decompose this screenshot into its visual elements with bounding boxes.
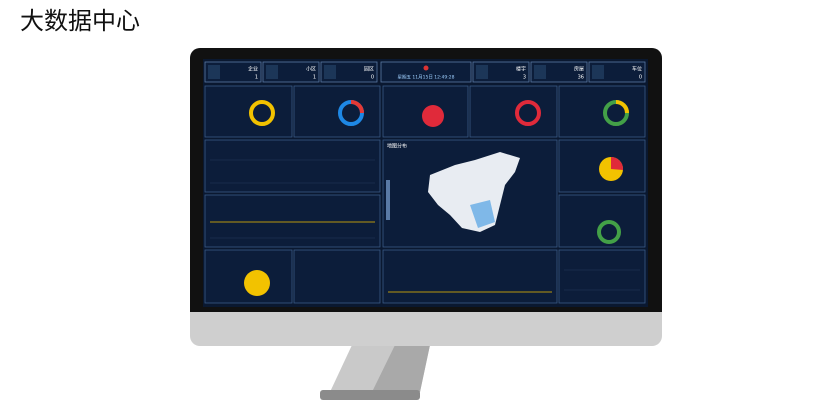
panel bbox=[293, 249, 381, 304]
donut-seg bbox=[615, 100, 629, 114]
pie-seg bbox=[611, 156, 624, 170]
stat-label: 楼宇 bbox=[516, 66, 526, 73]
stat-value: 1 bbox=[255, 75, 258, 81]
stats-right: 楼宇 3 房屋 36 车位 0 bbox=[472, 61, 646, 83]
stat-value: 3 bbox=[523, 75, 526, 81]
donut bbox=[249, 100, 275, 126]
pie bbox=[422, 105, 444, 127]
stat-value: 0 bbox=[639, 75, 642, 81]
date: 星期五 11月15日 12:49:28 bbox=[397, 75, 454, 81]
date-card bbox=[380, 61, 472, 83]
stat-icon bbox=[476, 65, 488, 79]
map-shape bbox=[428, 152, 520, 232]
panel bbox=[293, 85, 381, 138]
map-slider bbox=[386, 180, 390, 220]
stat-label: 房屋 bbox=[574, 66, 584, 73]
stand-shade bbox=[372, 345, 430, 392]
stat-icon bbox=[592, 65, 604, 79]
panel bbox=[469, 85, 558, 138]
map-highlight bbox=[470, 200, 495, 228]
stat-icon bbox=[534, 65, 546, 79]
stand-base bbox=[320, 390, 420, 400]
donut-seg bbox=[350, 100, 364, 114]
panel bbox=[558, 85, 646, 138]
donut bbox=[515, 100, 541, 126]
stat-value: 36 bbox=[578, 75, 584, 81]
stat-icon bbox=[324, 65, 336, 79]
stat-label: 园区 bbox=[364, 67, 374, 73]
stats-left: 企业 1 小区 1 园区 0 bbox=[204, 61, 378, 83]
stat-label: 小区 bbox=[306, 66, 316, 73]
panel bbox=[204, 139, 381, 193]
map-title: 地图分布 bbox=[387, 143, 407, 150]
panel bbox=[382, 249, 558, 304]
panel bbox=[558, 249, 646, 304]
stat-icon bbox=[208, 65, 220, 79]
stat-label: 企业 bbox=[248, 66, 258, 73]
pie bbox=[244, 270, 270, 296]
logo bbox=[423, 65, 429, 71]
panel bbox=[204, 85, 293, 138]
stat-icon bbox=[266, 65, 278, 79]
stat-label: 车位 bbox=[632, 66, 642, 73]
panel bbox=[204, 194, 381, 248]
donut bbox=[597, 220, 621, 244]
stat-value: 1 bbox=[313, 75, 316, 81]
stat-value: 0 bbox=[371, 75, 374, 81]
page-title: 大数据中心 bbox=[20, 7, 140, 35]
